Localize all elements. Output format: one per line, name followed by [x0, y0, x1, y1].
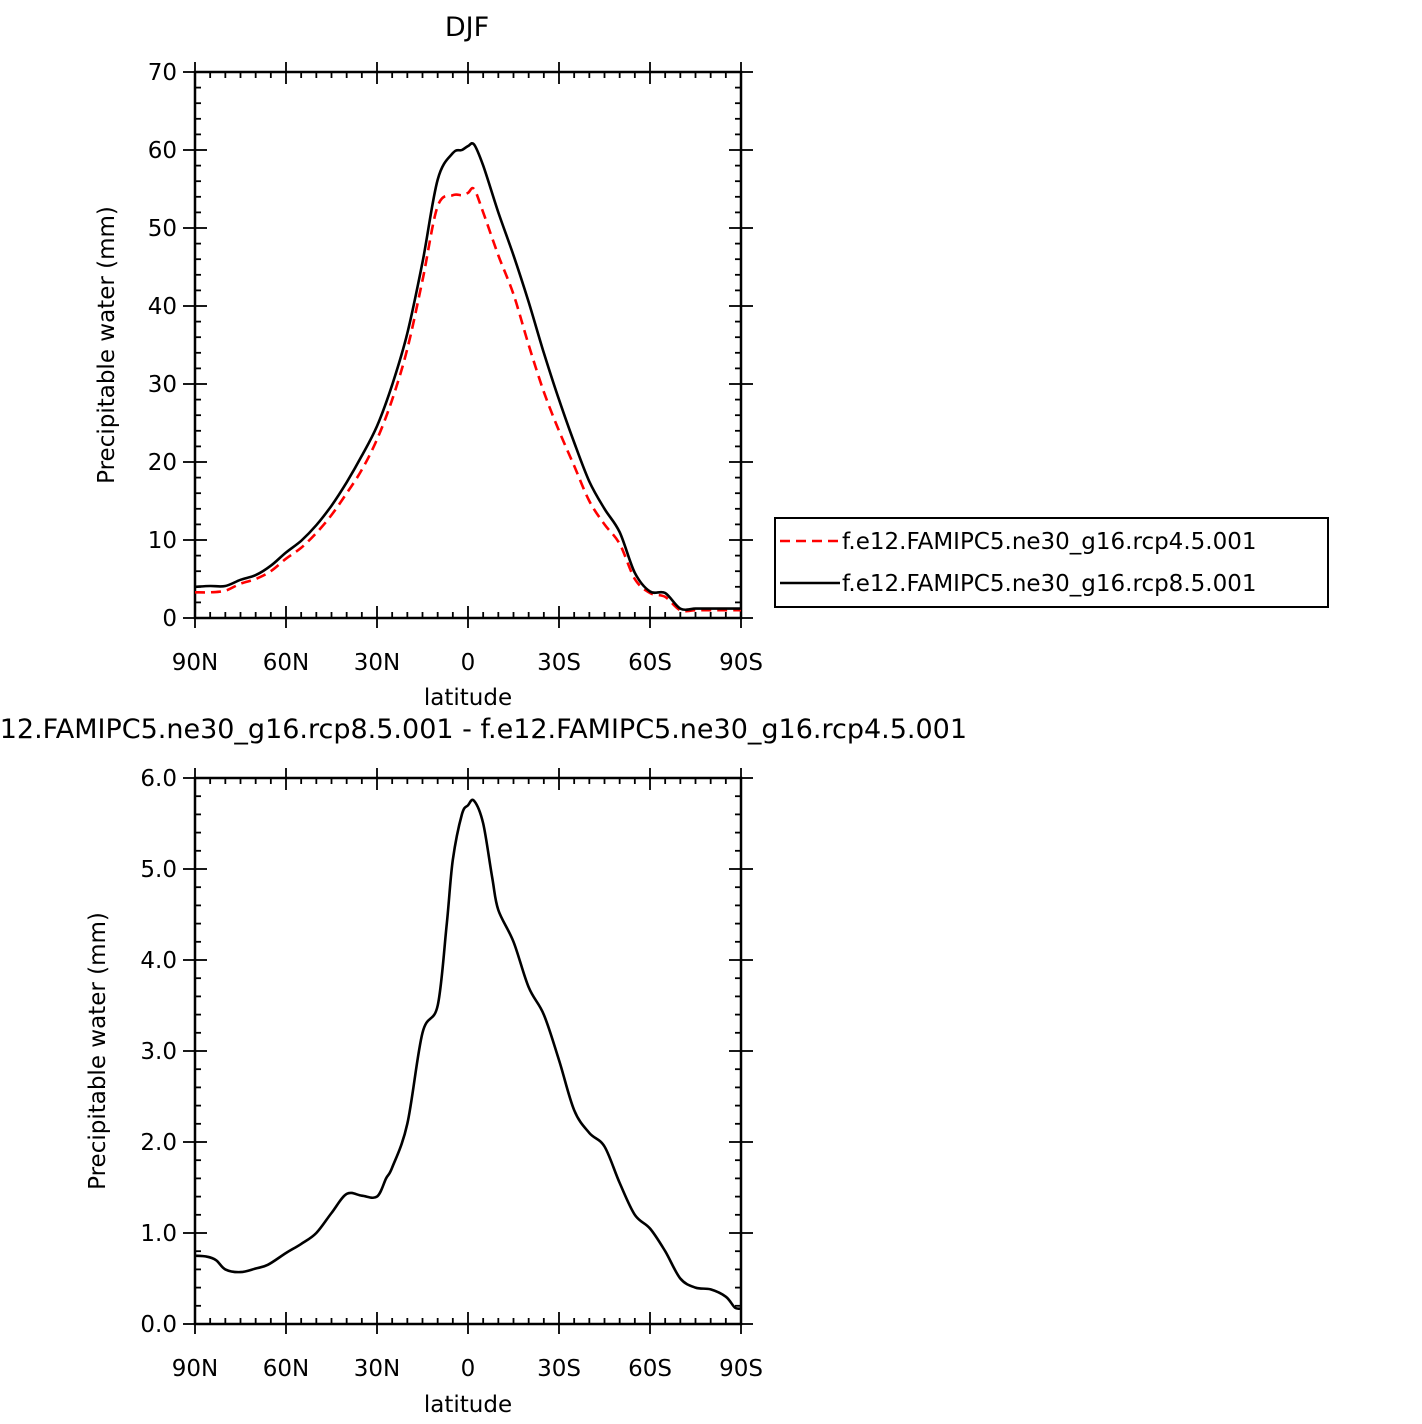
y-tick-label: 10: [148, 528, 177, 554]
series-line-difference: [194, 798, 742, 1311]
djf-panel: DJF 90N 60N 30N 0 30S 60S 90S 010203040506070 …: [94, 12, 763, 711]
y-tick-label: 20: [148, 450, 177, 476]
y-tick-label: 50: [148, 216, 177, 242]
x-tick-label: 30N: [354, 650, 400, 676]
y-tick-label: 5.0: [140, 857, 177, 883]
x-tick-label: 30N: [354, 1356, 400, 1382]
plot-title: f.e12.FAMIPC5.ne30_g16.rcp8.5.001 - f.e1…: [0, 714, 967, 745]
y-tick-label: 0.0: [140, 1312, 177, 1338]
series-layer: [194, 141, 741, 613]
y-tick-label: 70: [148, 60, 177, 86]
x-tick-label: 90N: [172, 1356, 218, 1382]
x-tick-label: 0: [461, 1356, 476, 1382]
series-line-rcp45: [194, 186, 741, 613]
x-axis-label: latitude: [424, 685, 512, 711]
legend: f.e12.FAMIPC5.ne30_g16.rcp4.5.001 f.e12.…: [774, 517, 1329, 608]
x-tick-label: 60S: [628, 1356, 672, 1382]
x-tick-label: 90N: [172, 650, 218, 676]
x-axis: 90N 60N 30N 0 30S 60S 90S: [172, 62, 763, 676]
x-tick-label: 30S: [537, 650, 581, 676]
plot-title: DJF: [445, 12, 489, 43]
y-tick-label: 1.0: [140, 1221, 177, 1247]
x-axis: 90N 60N 30N 0 30S 60S 90S: [172, 768, 763, 1382]
series-layer: [194, 798, 742, 1311]
x-tick-label: 60N: [263, 1356, 309, 1382]
x-tick-label: 60N: [263, 650, 309, 676]
x-tick-label: 60S: [628, 650, 672, 676]
y-tick-label: 4.0: [140, 948, 177, 974]
y-tick-label: 60: [148, 138, 177, 164]
plot-frame: [193, 70, 743, 620]
legend-label-rcp45: f.e12.FAMIPC5.ne30_g16.rcp4.5.001: [842, 529, 1256, 555]
x-axis-label: latitude: [424, 1392, 512, 1418]
difference-panel: f.e12.FAMIPC5.ne30_g16.rcp8.5.001 - f.e1…: [0, 714, 967, 1418]
legend-label-rcp85: f.e12.FAMIPC5.ne30_g16.rcp8.5.001: [842, 571, 1256, 597]
x-tick-label: 0: [461, 650, 476, 676]
x-tick-label: 90S: [719, 650, 763, 676]
y-axis: 0 10 20 30 40 50 60 70: [148, 60, 753, 632]
y-tick-label: 0: [162, 606, 177, 632]
y-tick-label: 2.0: [140, 1130, 177, 1156]
y-tick-label: 6.0: [140, 766, 177, 792]
series-line-rcp85: [194, 141, 741, 612]
y-axis-label: Precipitable water (mm): [85, 912, 111, 1190]
y-tick-label: 3.0: [140, 1039, 177, 1065]
y-tick-label: 30: [148, 372, 177, 398]
y-axis: 0.0 1.0 2.0 3.0 4.0 5.0 6.0: [140, 766, 753, 1338]
x-tick-label: 90S: [719, 1356, 763, 1382]
x-tick-label: 30S: [537, 1356, 581, 1382]
y-axis-label: Precipitable water (mm): [94, 206, 120, 484]
legend-box: [774, 517, 1329, 608]
y-tick-label: 40: [148, 294, 177, 320]
